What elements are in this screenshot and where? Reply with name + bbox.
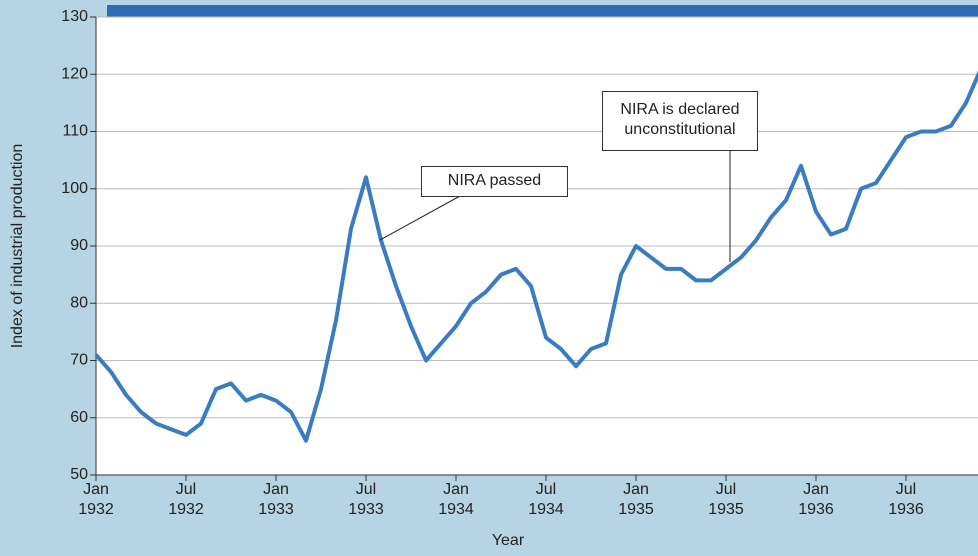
leader-line [379,195,461,241]
y-tick-label: 100 [61,180,88,197]
x-tick-label: Jul 1932 [168,481,204,518]
top-band [107,5,978,17]
y-tick-label: 120 [61,65,88,82]
x-tick-label: Jan 1934 [438,481,474,518]
x-tick-label: Jan 1935 [618,481,654,518]
y-tick-label: 80 [70,294,88,311]
x-tick-label: Jul 1933 [348,481,384,518]
x-axis-title: Year [492,532,525,549]
x-tick-label: Jul 1934 [528,481,564,518]
y-tick-label: 130 [61,8,88,25]
annotation: NIRA is declared unconstitutional [602,91,758,151]
x-tick-label: Jan 1932 [78,481,114,518]
annotation: NIRA passed [421,166,568,197]
y-tick-label: 110 [62,123,88,140]
y-tick-label: 60 [70,409,88,426]
y-tick-label: 50 [70,466,88,483]
x-tick-label: Jul 1936 [888,481,924,518]
y-tick-label: 70 [70,352,88,369]
data-line [94,70,978,443]
y-tick-label: 90 [70,237,88,254]
x-tick-label: Jan 1936 [798,481,834,518]
y-axis-title: Index of industrial production [9,144,26,349]
x-tick-label: Jul 1935 [708,481,744,518]
x-tick-label: Jan 1933 [258,481,294,518]
